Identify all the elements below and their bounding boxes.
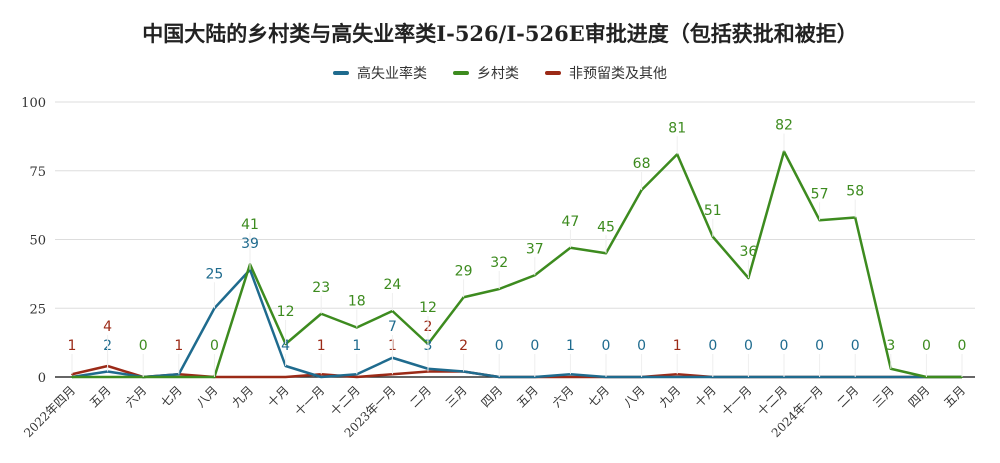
data-label: 7 [388, 319, 397, 335]
data-label: 12 [277, 304, 295, 320]
x-tick-label: 十月 [265, 383, 292, 410]
data-label: 0 [708, 338, 717, 354]
data-label: 81 [668, 120, 686, 136]
data-label: 45 [597, 219, 615, 235]
y-tick-label: 0 [38, 371, 46, 386]
legend-label: 乡村类 [477, 66, 519, 82]
x-tick-label: 九月 [656, 383, 683, 410]
data-label: 32 [490, 255, 508, 271]
data-label: 0 [744, 338, 753, 354]
data-label: 25 [205, 266, 223, 282]
legend-swatch [333, 71, 349, 75]
data-point [889, 376, 892, 378]
y-tick-label: 100 [21, 96, 46, 111]
data-label: 2 [459, 338, 468, 354]
data-label: 1 [352, 338, 361, 354]
y-tick-label: 50 [29, 234, 46, 249]
data-label: 23 [312, 280, 330, 296]
x-tick-label: 十一月 [292, 383, 327, 418]
legend-swatch [545, 71, 561, 75]
x-tick-label: 二月 [407, 383, 434, 410]
data-label: 57 [811, 186, 829, 202]
x-tick-label: 五月 [514, 383, 541, 410]
series-line [72, 150, 962, 379]
data-label: 0 [495, 338, 504, 354]
data-label: 3 [886, 338, 895, 354]
data-label: 0 [602, 338, 611, 354]
x-tick-label: 2022年四月 [21, 383, 78, 440]
x-tick-label: 五月 [941, 383, 968, 410]
data-label: 12 [419, 300, 437, 316]
data-label: 4 [281, 338, 290, 354]
data-label: 41 [241, 217, 259, 233]
data-label: 0 [815, 338, 824, 354]
data-label: 68 [633, 156, 651, 172]
legend: 高失业率类 乡村类 非预留类及其他 [0, 63, 1000, 83]
data-point [284, 376, 287, 378]
data-label: 47 [561, 214, 579, 230]
legend-swatch [453, 71, 469, 75]
data-label: 82 [775, 118, 793, 134]
data-point [106, 376, 109, 378]
data-label: 36 [739, 244, 757, 260]
data-label: 18 [348, 294, 366, 310]
legend-label: 高失业率类 [357, 66, 427, 82]
data-label: 0 [139, 338, 148, 354]
data-label: 1 [174, 338, 183, 354]
data-label: 37 [526, 241, 544, 257]
data-label: 58 [846, 184, 864, 200]
data-label: 1 [673, 338, 682, 354]
x-tick-label: 十月 [692, 383, 719, 410]
data-label: 0 [780, 338, 789, 354]
x-tick-label: 十一月 [719, 383, 754, 418]
y-tick-label: 25 [29, 302, 46, 317]
data-point [355, 376, 358, 378]
legend-item-rural: 乡村类 [453, 63, 519, 83]
x-tick-label: 五月 [87, 383, 114, 410]
x-tick-label: 三月 [870, 383, 897, 410]
data-label: 0 [922, 338, 931, 354]
legend-label: 非预留类及其他 [569, 66, 667, 82]
x-tick-label: 七月 [158, 383, 185, 410]
data-point [676, 376, 679, 378]
legend-item-high-unemployment: 高失业率类 [333, 63, 427, 83]
x-tick-label: 六月 [122, 383, 149, 410]
x-tick-label: 三月 [443, 383, 470, 410]
data-label: 1 [317, 338, 326, 354]
data-label: 0 [530, 338, 539, 354]
data-label: 51 [704, 203, 722, 219]
data-label: 24 [383, 277, 401, 293]
x-tick-label: 四月 [906, 383, 933, 410]
data-label: 1 [566, 338, 575, 354]
x-tick-label: 四月 [478, 383, 505, 410]
data-point [249, 376, 251, 378]
data-label: 0 [637, 338, 646, 354]
data-point [320, 376, 323, 378]
x-tick-label: 九月 [229, 383, 256, 410]
chart-title: 中国大陆的乡村类与高失业率类I-526/I-526E审批进度（包括获批和被拒） [142, 21, 858, 46]
x-tick-label: 二月 [834, 383, 861, 410]
data-label: 1 [68, 338, 77, 354]
data-label: 4 [103, 319, 112, 335]
x-tick-label: 八月 [194, 383, 221, 410]
data-label: 0 [958, 338, 967, 354]
data-label: 0 [851, 338, 860, 354]
series-line [71, 364, 962, 379]
x-tick-label: 六月 [550, 383, 577, 410]
data-point [177, 376, 180, 378]
data-label: 29 [455, 263, 473, 279]
legend-item-unreserved: 非预留类及其他 [545, 63, 667, 83]
data-label: 0 [210, 338, 219, 354]
x-tick-label: 八月 [621, 383, 648, 410]
data-point [71, 376, 73, 378]
x-tick-label: 七月 [585, 383, 612, 410]
y-tick-label: 75 [29, 165, 46, 180]
series-line [71, 268, 962, 379]
data-point [569, 376, 572, 378]
